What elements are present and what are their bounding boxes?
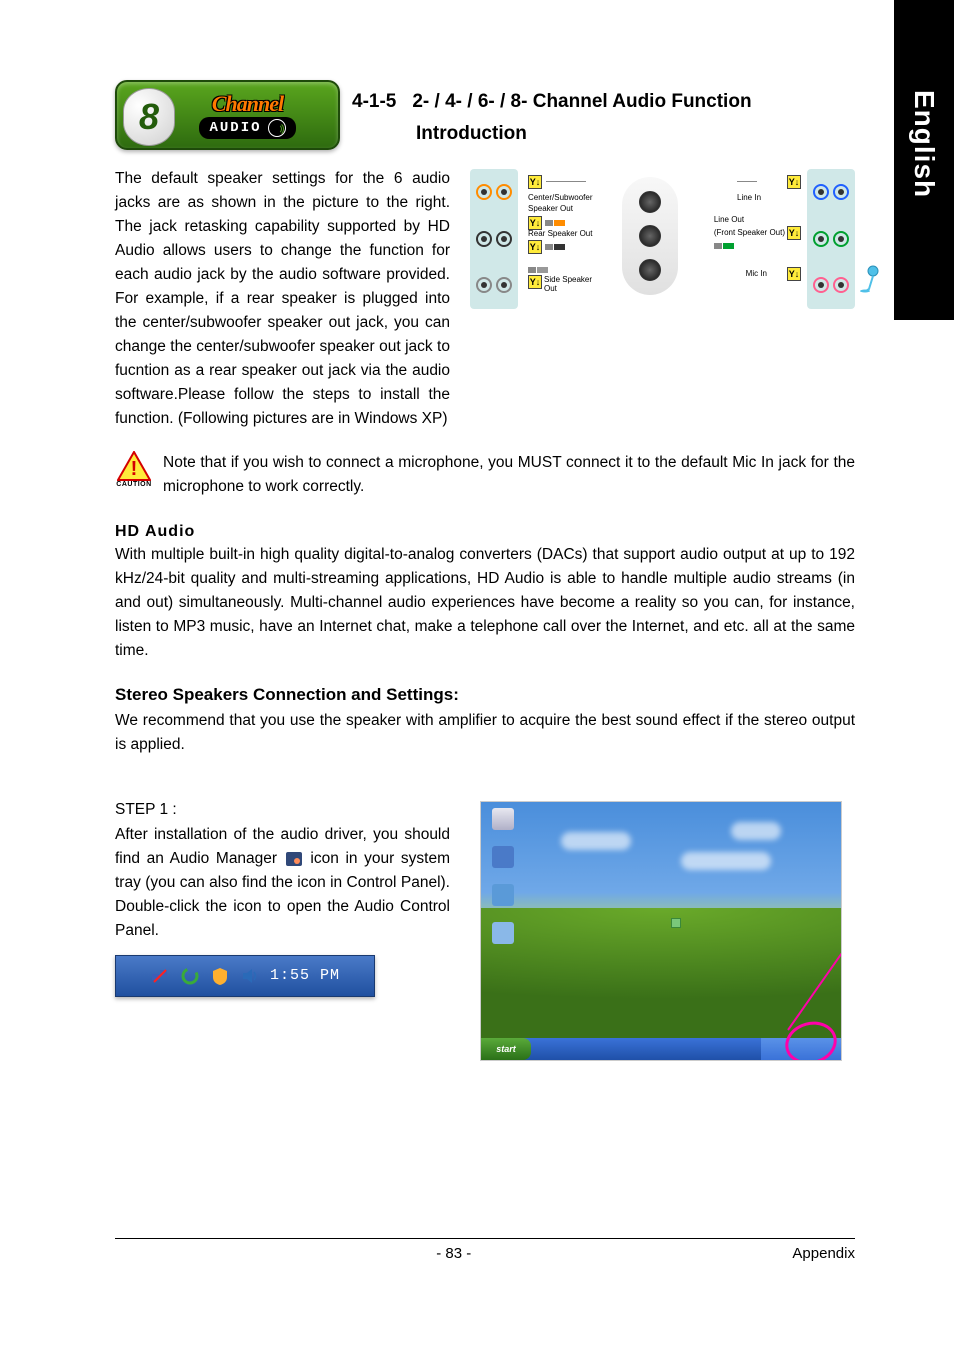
desktop-screenshot: start (480, 801, 842, 1061)
socket-top (639, 191, 661, 213)
annotation-endpoint-icon (671, 918, 681, 928)
audio-plug-icon (714, 243, 734, 249)
intro-row: The default speaker settings for the 6 a… (115, 167, 855, 431)
hd-audio-heading: HD Audio (115, 523, 855, 541)
badge-number: 8 (123, 88, 175, 146)
label-rear: Rear Speaker Out Y↓ (528, 229, 592, 254)
tray-network-icon (150, 966, 170, 986)
right-jack-panel (807, 169, 855, 309)
caution-icon: ! CAUTION (115, 451, 153, 488)
badge-channel-text: Channel (212, 91, 283, 117)
sound-waves-icon (268, 119, 286, 137)
section-title-line2: Introduction (416, 123, 527, 144)
caution-block: ! CAUTION Note that if you wish to conne… (115, 451, 855, 499)
section-number: 4-1-5 (352, 91, 396, 112)
step1-text: After installation of the audio driver, … (115, 823, 450, 943)
badge-audio-text: AUDIO (209, 120, 261, 136)
systray-closeup: 1:55 PM (115, 955, 375, 997)
socket-bot (639, 259, 661, 281)
jack-marker-icon: Y↓ (528, 175, 542, 189)
audio-plug-icon (545, 244, 565, 250)
intro-paragraph: The default speaker settings for the 6 a… (115, 167, 450, 431)
audio-manager-tray-icon (286, 852, 302, 866)
desktop-recycle-bin-icon (487, 808, 519, 832)
caution-text: Note that if you wish to connect a micro… (163, 451, 855, 499)
tray-refresh-icon (180, 966, 200, 986)
microphone-icon (859, 265, 879, 293)
desktop-icon-2 (487, 846, 519, 870)
step1-left: STEP 1 : After installation of the audio… (115, 801, 450, 997)
jack-marker-icon: Y↓ (787, 226, 801, 240)
audio-plug-icon (528, 267, 548, 273)
audio-plug-icon (545, 220, 565, 226)
svg-text:!: ! (131, 458, 138, 480)
desktop-icon-3 (487, 884, 519, 908)
label-side: Y↓Side SpeakerOut (528, 267, 592, 293)
page-footer: - 83 - Appendix (115, 1238, 855, 1262)
jack-marker-icon: Y↓ (528, 275, 542, 289)
section-title-line1: 2- / 4- / 6- / 8- Channel Audio Function (412, 91, 751, 112)
jack-marker-icon: Y↓ (528, 216, 542, 230)
center-jack-panel (622, 177, 678, 295)
socket-mid (639, 225, 661, 247)
tray-clock: 1:55 PM (270, 967, 340, 984)
label-center-sub: Y↓ Center/Subwoofer Speaker Out Y↓ (528, 175, 592, 230)
section-title: 4-1-5 2- / 4- / 6- / 8- Channel Audio Fun… (352, 80, 855, 151)
label-line-out: Line Out (Front Speaker Out)Y↓ (714, 215, 801, 249)
label-line-in: Y↓ Line In (737, 175, 801, 202)
8channel-audio-badge: 8 Channel AUDIO (115, 80, 340, 150)
left-jack-panel (470, 169, 518, 309)
page-number: - 83 - (436, 1245, 471, 1262)
tray-volume-icon (240, 966, 260, 986)
jack-marker-icon: Y↓ (787, 175, 801, 189)
hd-audio-paragraph: With multiple built-in high quality digi… (115, 543, 855, 663)
stereo-paragraph: We recommend that you use the speaker wi… (115, 709, 855, 757)
tray-shield-icon (210, 966, 230, 986)
badge-audio-box: AUDIO (199, 117, 295, 139)
step1-row: STEP 1 : After installation of the audio… (115, 801, 855, 1061)
desktop-icon-4 (487, 922, 519, 946)
jack-marker-icon: Y↓ (528, 240, 542, 254)
footer-section: Appendix (792, 1245, 855, 1262)
jack-marker-icon: Y↓ (787, 267, 801, 281)
caution-label: CAUTION (115, 481, 153, 488)
language-label: English (908, 90, 940, 198)
audio-jack-diagram: Y↓ Center/Subwoofer Speaker Out Y↓ Rear … (470, 167, 855, 317)
step1-label: STEP 1 : (115, 801, 450, 819)
label-mic-in: Mic InY↓ (746, 267, 801, 281)
stereo-heading: Stereo Speakers Connection and Settings: (115, 685, 855, 705)
desktop-start-button: start (481, 1038, 531, 1060)
section-header: 8 Channel AUDIO 4-1-5 2- / 4- / 6- / 8- C… (115, 80, 855, 151)
page-content: 8 Channel AUDIO 4-1-5 2- / 4- / 6- / 8- C… (115, 80, 855, 1061)
language-side-tab: English (894, 0, 954, 320)
